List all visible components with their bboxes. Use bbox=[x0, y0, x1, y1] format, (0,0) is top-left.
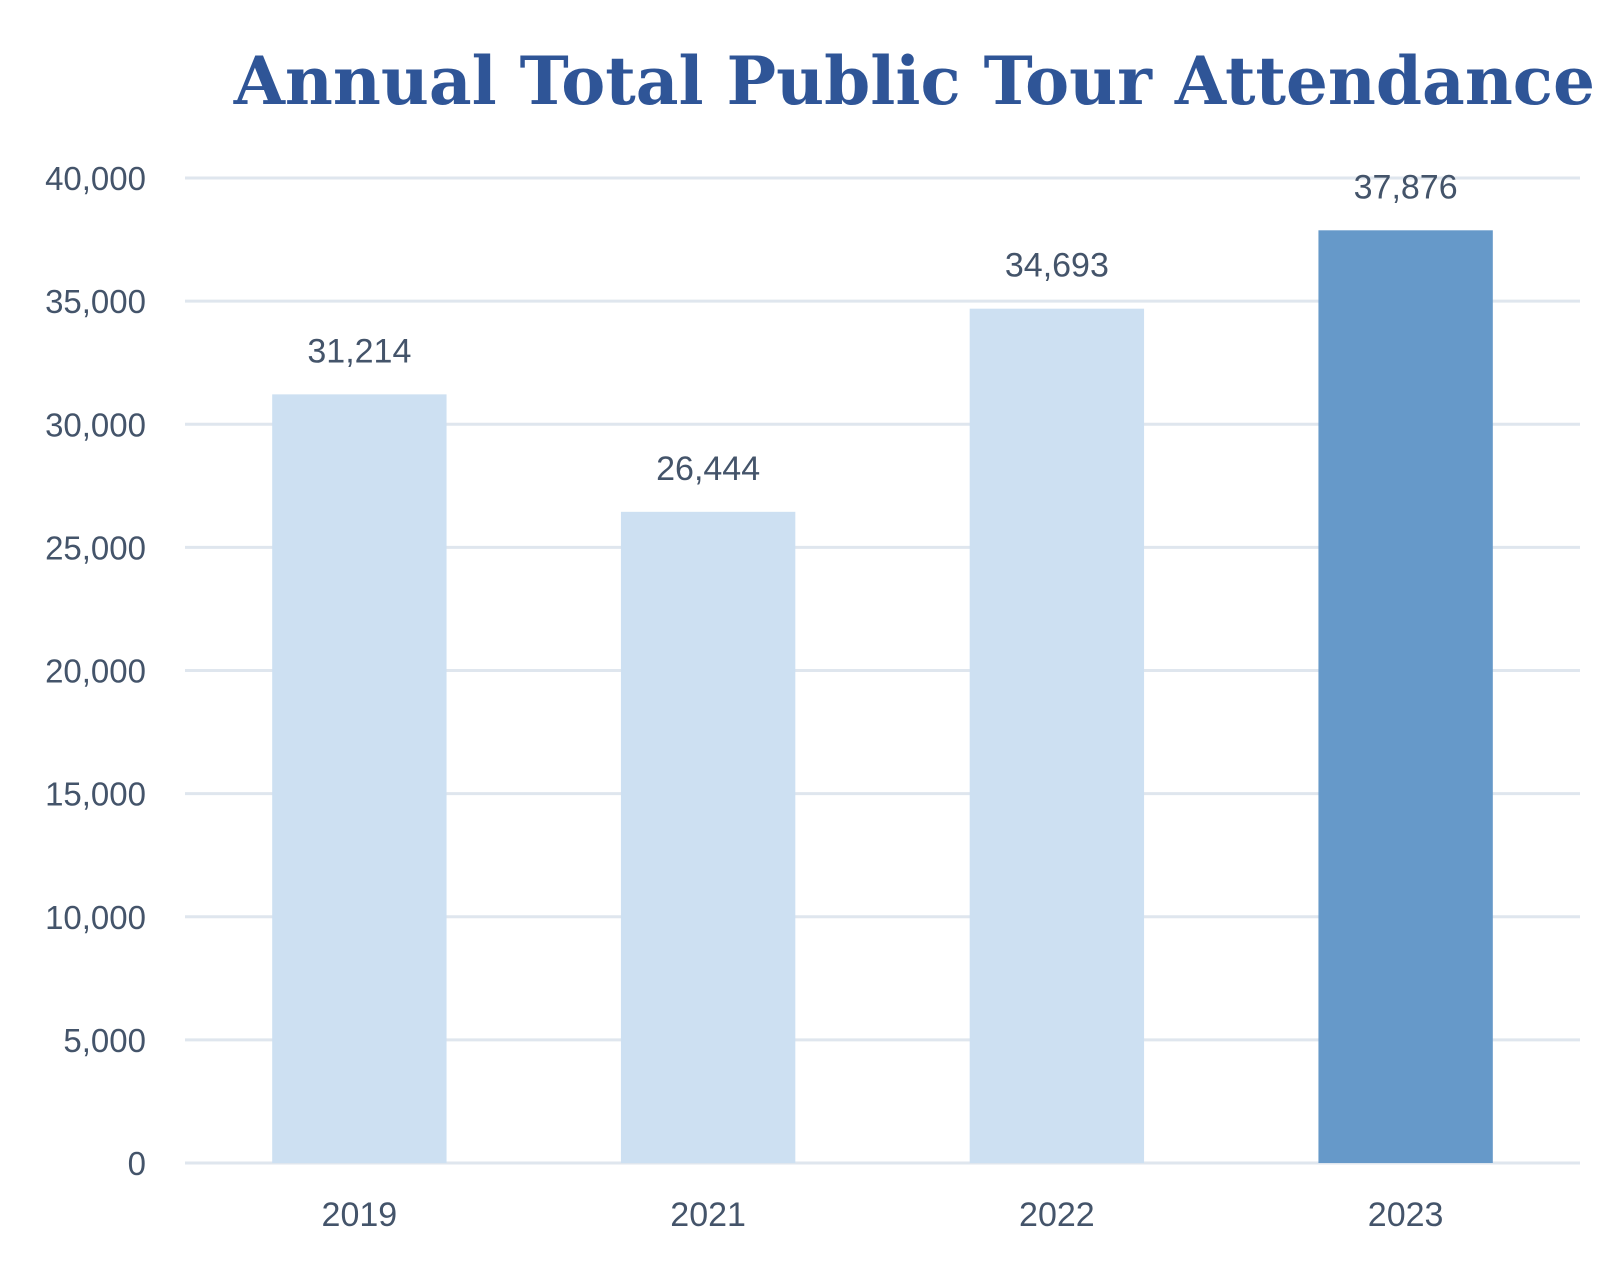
y-tick-label: 0 bbox=[128, 1145, 146, 1182]
data-label-2021: 26,444 bbox=[656, 450, 760, 488]
bar-2019 bbox=[272, 394, 447, 1164]
x-axis-tick-labels: 2019 2021 2022 2023 bbox=[322, 1196, 1444, 1234]
y-tick-label: 15,000 bbox=[45, 776, 146, 813]
data-label-2023: 37,876 bbox=[1354, 168, 1458, 206]
chart-title: Annual Total Public Tour Attendance bbox=[233, 42, 1595, 120]
x-tick-label-2022: 2022 bbox=[1019, 1196, 1095, 1234]
y-tick-label: 25,000 bbox=[45, 529, 146, 566]
x-tick-label-2021: 2021 bbox=[670, 1196, 746, 1234]
data-label-2019: 31,214 bbox=[307, 332, 411, 370]
bar-2022 bbox=[969, 308, 1145, 1163]
data-label-2022: 34,693 bbox=[1005, 247, 1109, 285]
bar-2021 bbox=[620, 511, 796, 1163]
y-tick-label: 35,000 bbox=[45, 283, 146, 320]
y-tick-label: 10,000 bbox=[45, 899, 146, 936]
y-tick-label: 40,000 bbox=[45, 160, 146, 197]
y-tick-label: 20,000 bbox=[45, 653, 146, 690]
y-tick-label: 30,000 bbox=[45, 406, 146, 443]
y-tick-label: 5,000 bbox=[63, 1022, 146, 1059]
bars bbox=[272, 230, 1493, 1164]
y-axis-tick-labels: 0 5,000 10,000 15,000 20,000 25,000 30,000 35,0… bbox=[45, 160, 146, 1182]
data-labels: 31,214 26,444 34,693 37,876 bbox=[307, 168, 1457, 488]
x-tick-label-2019: 2019 bbox=[322, 1196, 398, 1234]
x-tick-label-2023: 2023 bbox=[1368, 1196, 1444, 1234]
bar-2023 bbox=[1318, 230, 1493, 1164]
